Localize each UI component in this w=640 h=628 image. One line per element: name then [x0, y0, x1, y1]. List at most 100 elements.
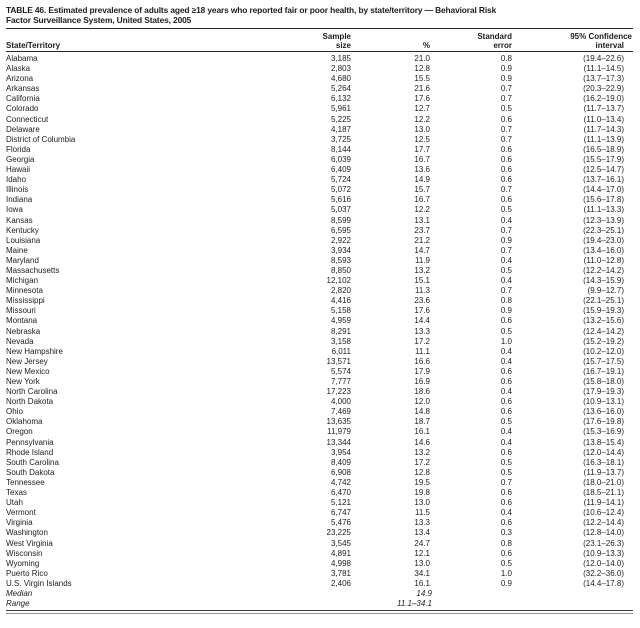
std-error-cell: 0.5 [500, 104, 512, 114]
state-cell: Oregon [6, 427, 33, 437]
state-cell: Georgia [6, 154, 35, 164]
std-error-cell: 0.6 [500, 397, 512, 407]
standard-error-column-header: Standard error [432, 29, 514, 52]
table-row: Tennessee 4,742 19.5 0.7 (18.0–21.0) [6, 478, 633, 488]
percent-cell: 11.5 [415, 508, 430, 518]
state-cell: Massachusetts [6, 265, 60, 275]
state-cell: Arkansas [6, 84, 40, 94]
sample-size-cell: 4,680 [330, 74, 351, 84]
state-cell: Nebraska [6, 326, 41, 336]
sample-size-cell: 6,409 [330, 165, 351, 175]
std-error-cell: 0.6 [500, 548, 512, 558]
confidence-interval-cell: (11.0–13.4) [583, 114, 624, 124]
confidence-interval-cell: (15.2–19.2) [583, 336, 624, 346]
table-row: Colorado 5,961 12.7 0.5 (11.7–13.7) [6, 104, 633, 114]
confidence-interval-cell: (22.3–25.1) [583, 225, 624, 235]
table-row: Rhode Island 3,954 13.2 0.6 (12.0–14.4) [6, 448, 633, 458]
confidence-interval-cell: (10.9–13.1) [583, 397, 624, 407]
percent-cell: 23.6 [414, 296, 430, 306]
sample-size-cell: 6,595 [330, 225, 351, 235]
sample-size-cell: 6,747 [330, 508, 351, 518]
state-cell: Alabama [6, 54, 38, 63]
header-row: State/Territory Sample size % Standard e… [6, 29, 633, 52]
percent-cell: 19.5 [414, 477, 430, 487]
percent-cell: 14.9 [414, 175, 430, 185]
std-error-cell: 0.4 [500, 255, 512, 265]
confidence-interval-cell: (16.3–18.1) [583, 457, 624, 467]
percent-cell: 13.0 [414, 124, 430, 134]
confidence-interval-cell: (13.7–16.1) [583, 175, 624, 185]
std-error-cell: 0.9 [500, 74, 512, 84]
table-bottom-rule [6, 610, 633, 615]
std-error-cell: 0.9 [500, 64, 512, 74]
table-title-line1: TABLE 46. Estimated prevalence of adults… [6, 5, 497, 15]
state-cell: South Dakota [6, 467, 55, 477]
percent-cell: 12.2 [414, 114, 430, 124]
table-row: Washington 23,225 13.4 0.3 (12.8–14.0) [6, 528, 633, 538]
sample-size-cell: 3,934 [330, 245, 351, 255]
state-cell: Utah [6, 498, 23, 508]
table-row: Connecticut 5,225 12.2 0.6 (11.0–13.4) [6, 115, 633, 125]
table-row: Mississippi 4,416 23.6 0.8 (22.1–25.1) [6, 296, 633, 306]
table-row: New Hampshire 6,011 11.1 0.4 (10.2–12.0) [6, 347, 633, 357]
sample-size-cell: 5,264 [330, 84, 351, 94]
state-cell: Virginia [6, 518, 33, 528]
table-row: North Dakota 4,000 12.0 0.6 (10.9–13.1) [6, 397, 633, 407]
sample-size-cell: 17,223 [326, 387, 351, 397]
confidence-interval-cell: (15.7–17.5) [583, 356, 624, 366]
table-row: New Jersey 13,571 16.6 0.4 (15.7–17.5) [6, 357, 633, 367]
confidence-interval-cell: (11.7–13.7) [583, 104, 624, 114]
percent-cell: 13.2 [414, 447, 430, 457]
std-error-cell: 0.3 [500, 528, 512, 538]
confidence-interval-cell: (11.9–13.7) [583, 467, 624, 477]
table-row: Louisiana 2,922 21.2 0.9 (19.4–23.0) [6, 236, 633, 246]
confidence-interval-cell: (20.3–22.9) [583, 84, 624, 94]
sample-size-cell: 4,742 [330, 477, 351, 487]
state-cell: Rhode Island [6, 447, 54, 457]
state-cell: New Jersey [6, 356, 48, 366]
sample-size-cell: 23,225 [326, 528, 351, 538]
percent-cell: 16.1 [414, 427, 430, 437]
table-row: Puerto Rico 3,781 34.1 1.0 (32.2–36.0) [6, 569, 633, 579]
percent-cell: 34.1 [414, 568, 430, 578]
std-error-cell: 0.8 [500, 296, 512, 306]
table-row: Arkansas 5,264 21.6 0.7 (20.3–22.9) [6, 84, 633, 94]
table-row: Massachusetts 8,850 13.2 0.5 (12.2–14.2) [6, 266, 633, 276]
sample-size-cell: 2,820 [330, 286, 351, 296]
table-row: Maine 3,934 14.7 0.7 (13.4–16.0) [6, 246, 633, 256]
table-row: South Carolina 8,409 17.2 0.5 (16.3–18.1) [6, 458, 633, 468]
sample-size-cell: 13,344 [326, 437, 351, 447]
std-error-cell: 0.4 [500, 276, 512, 286]
state-cell: Idaho [6, 175, 27, 185]
confidence-interval-cell: (13.2–15.6) [583, 316, 624, 326]
std-error-cell: 0.7 [500, 134, 512, 144]
confidence-interval-cell: (9.9–12.7) [587, 286, 624, 296]
confidence-interval-cell: (11.7–14.3) [583, 124, 624, 134]
table-row: Missouri 5,158 17.6 0.9 (15.9–19.3) [6, 306, 633, 316]
percent-cell: 12.5 [414, 134, 430, 144]
percent-cell: 24.7 [414, 538, 430, 548]
percent-cell: 21.2 [414, 235, 430, 245]
sample-size-cell: 5,574 [330, 366, 351, 376]
confidence-interval-cell: (11.9–14.1) [583, 498, 624, 508]
state-cell: Pennsylvania [6, 437, 54, 447]
sample-size-cell: 8,850 [330, 265, 351, 275]
state-cell: North Carolina [6, 387, 58, 397]
percent-cell: 16.7 [414, 195, 430, 205]
sample-size-cell: 3,185 [330, 54, 351, 63]
confidence-interval-cell: (11.0–12.8) [583, 255, 624, 265]
std-error-cell: 0.6 [500, 488, 512, 498]
std-error-cell: 0.7 [500, 124, 512, 134]
sample-size-cell: 5,724 [330, 175, 351, 185]
state-cell: Wyoming [6, 558, 40, 568]
table-row: District of Columbia 3,725 12.5 0.7 (11.1–13… [6, 135, 633, 145]
confidence-interval-cell: (10.6–12.4) [583, 508, 624, 518]
sample-size-cell: 12,102 [326, 276, 351, 286]
std-error-cell: 0.7 [500, 185, 512, 195]
table-row: Wisconsin 4,891 12.1 0.6 (10.9–13.3) [6, 549, 633, 559]
state-cell: Maine [6, 245, 28, 255]
percent-cell: 17.7 [414, 144, 430, 154]
std-error-cell: 0.4 [500, 508, 512, 518]
sample-size-cell: 3,725 [330, 134, 351, 144]
state-cell: District of Columbia [6, 134, 76, 144]
